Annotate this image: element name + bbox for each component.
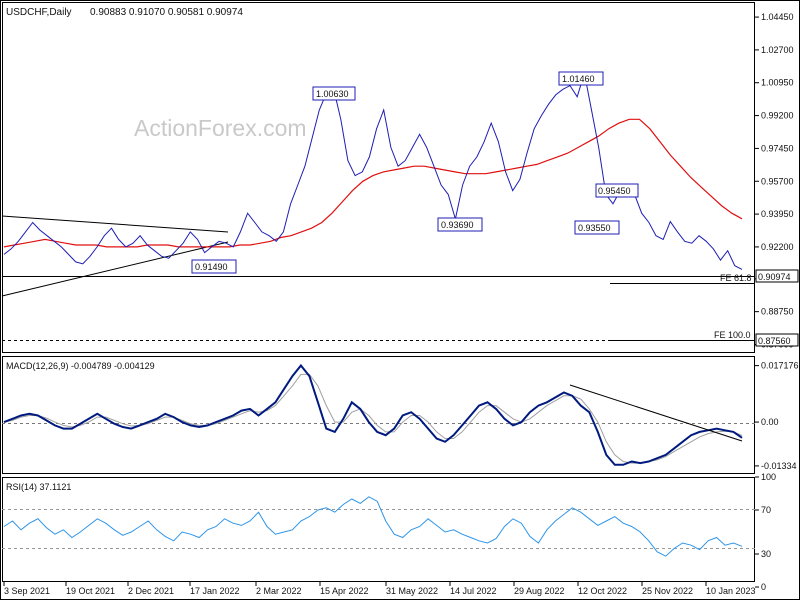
x-tick-label: 2 Dec 2021 xyxy=(128,586,174,596)
price-tick-label: 0.92200 xyxy=(761,242,794,252)
annotation-0-91490: 0.91490 xyxy=(191,259,237,274)
price-tick-label: 0.97450 xyxy=(761,143,794,153)
rsi-line xyxy=(3,496,743,557)
annotation-0-93690: 0.93690 xyxy=(437,217,483,232)
x-tick-label: 31 May 2022 xyxy=(386,586,438,596)
price-panel xyxy=(2,2,755,353)
annotation-0-93550: 0.93550 xyxy=(574,220,620,235)
price-tick-label: 1.00950 xyxy=(761,78,794,88)
x-tick-label: 2 Mar 2022 xyxy=(256,586,302,596)
svg-text:0.93690: 0.93690 xyxy=(441,220,474,230)
rsi-tick-label: 0 xyxy=(761,582,766,592)
price-tick-label: 0.95700 xyxy=(761,176,794,186)
x-tick-label: 25 Nov 2022 xyxy=(642,586,693,596)
macd-tick-label: 0.017176 xyxy=(761,361,799,371)
svg-text:0.91490: 0.91490 xyxy=(195,262,228,272)
macd-tick-label: 0.00 xyxy=(761,417,779,427)
macd-panel xyxy=(2,356,755,474)
rsi-title: RSI(14) 37.1121 xyxy=(6,482,71,492)
x-tick-label: 14 Jul 2022 xyxy=(450,586,497,596)
price-tick-label: 1.02700 xyxy=(761,45,794,55)
price-tick-label: 0.93950 xyxy=(761,209,794,219)
moving-average-line xyxy=(3,118,743,248)
price-tick-label: 1.04450 xyxy=(761,12,794,22)
rsi-panel xyxy=(2,477,755,582)
svg-text:0.95450: 0.95450 xyxy=(598,186,631,196)
watermark: ActionForex.com xyxy=(134,115,307,141)
x-tick-label: 17 Jan 2022 xyxy=(190,586,240,596)
annotation-1-01460: 1.01460 xyxy=(558,71,604,86)
x-tick-label: 15 Apr 2022 xyxy=(320,586,369,596)
annotation-0-95450: 0.95450 xyxy=(595,183,639,198)
x-tick-label: 19 Oct 2021 xyxy=(66,586,115,596)
triangle-upper-trendline xyxy=(1,215,229,233)
price-tick-label: 0.88750 xyxy=(761,307,794,317)
macd-axis: 0.017176 0.00 -0.01334 xyxy=(755,361,799,471)
annotation-1-00630: 1.00630 xyxy=(312,86,356,101)
macd-title: MACD(12,26,9) -0.004789 -0.004129 xyxy=(6,361,155,371)
macd-trendline xyxy=(569,384,743,442)
current-price-box: 0.90974 xyxy=(755,269,799,283)
ohlc-label: 0.90883 0.91070 0.90581 0.90974 xyxy=(90,7,243,18)
x-tick-label: 29 Aug 2022 xyxy=(514,586,565,596)
svg-text:1.00630: 1.00630 xyxy=(316,89,349,99)
svg-text:0.87560: 0.87560 xyxy=(758,336,791,346)
rsi-tick-label: 30 xyxy=(761,549,771,559)
x-tick-label: 3 Sep 2021 xyxy=(4,586,50,596)
triangle-lower-trendline xyxy=(1,241,229,297)
x-tick-label: 12 Oct 2022 xyxy=(578,586,627,596)
macd-line xyxy=(3,363,743,466)
x-tick-label: 10 Jan 2023 xyxy=(706,586,756,596)
price-tick-label: 0.99200 xyxy=(761,111,794,121)
rsi-tick-label: 100 xyxy=(761,472,776,482)
svg-text:0.90974: 0.90974 xyxy=(758,272,791,282)
x-axis: 3 Sep 2021 19 Oct 2021 2 Dec 2021 17 Jan 20… xyxy=(3,582,756,596)
fe-100-price-box: 0.87560 xyxy=(755,333,799,347)
svg-text:0.93550: 0.93550 xyxy=(578,223,611,233)
svg-text:1.01460: 1.01460 xyxy=(562,74,595,84)
fe-100-label: FE 100.0 xyxy=(714,330,751,340)
fe-61-label: FE 61.8 xyxy=(720,273,752,283)
rsi-axis: 100 70 30 0 xyxy=(755,472,776,592)
rsi-tick-label: 70 xyxy=(761,505,771,515)
macd-tick-label: -0.01334 xyxy=(761,461,797,471)
symbol-label: USDCHF,Daily xyxy=(6,7,72,18)
macd-signal-line xyxy=(3,373,743,464)
